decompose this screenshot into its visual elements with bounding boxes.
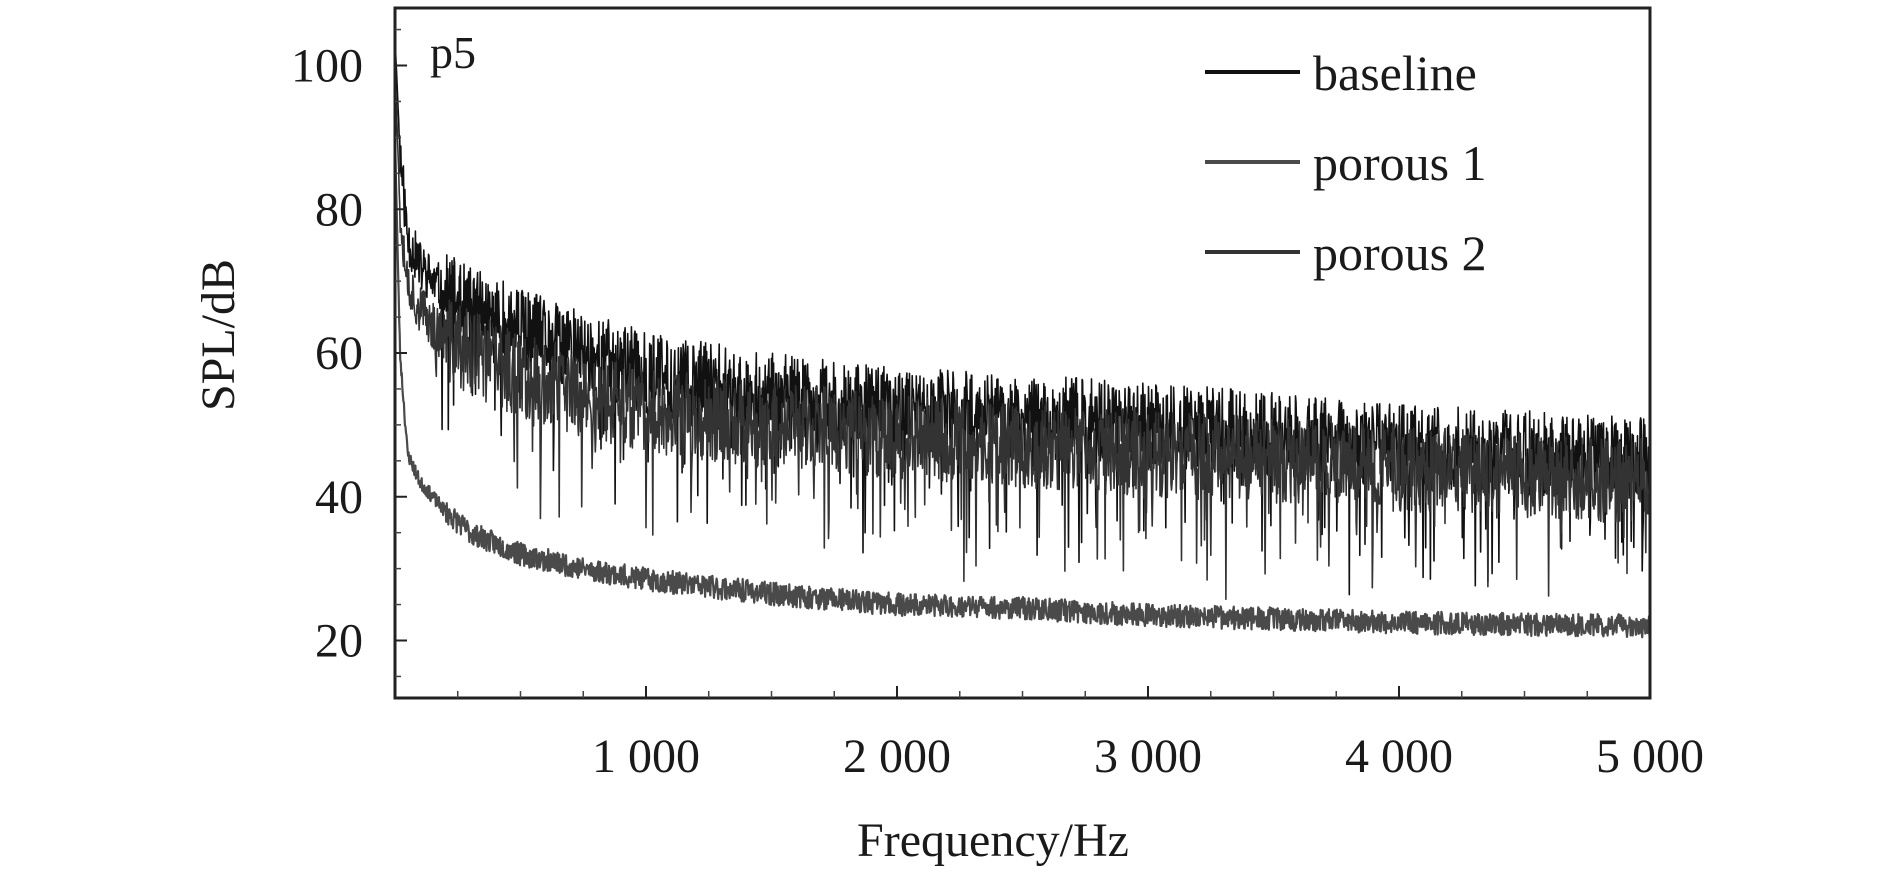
x-tick-label: 3 000	[1094, 730, 1202, 783]
legend: baseline porous 1 porous 2	[1205, 45, 1487, 281]
plot-area	[393, 6, 1652, 700]
legend-label-porous-1: porous 1	[1313, 135, 1487, 191]
y-axis-title: SPL/dB	[192, 259, 245, 411]
y-axis: 20 40 60 80 100	[291, 28, 407, 678]
x-tick-label: 2 000	[843, 730, 951, 783]
series-line-baseline	[395, 36, 1650, 596]
panel-label: p5	[430, 27, 476, 78]
series-layer	[395, 36, 1650, 639]
y-tick-label: 40	[315, 471, 363, 524]
series-line-porous-2	[395, 65, 1650, 601]
x-tick-label: 5 000	[1596, 730, 1704, 783]
y-tick-label: 60	[315, 327, 363, 380]
x-axis-title: Frequency/Hz	[857, 814, 1129, 867]
x-axis: 1 000 2 000 3 000 4 000 5 000	[457, 686, 1704, 783]
legend-label-baseline: baseline	[1313, 45, 1477, 101]
y-tick-label: 100	[291, 40, 363, 93]
x-tick-label: 1 000	[592, 730, 700, 783]
legend-label-porous-2: porous 2	[1313, 225, 1487, 281]
x-tick-label: 4 000	[1345, 730, 1453, 783]
series-line-porous-1	[395, 137, 1650, 639]
y-tick-label: 80	[315, 183, 363, 236]
y-tick-label: 20	[315, 615, 363, 668]
